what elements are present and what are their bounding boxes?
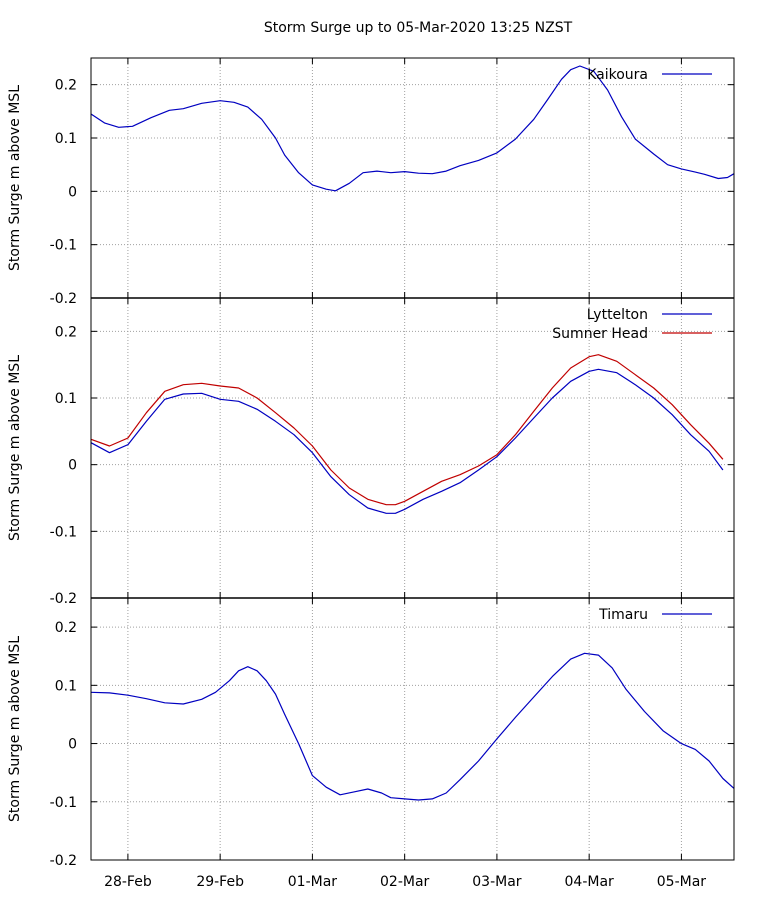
y-tick-label: -0.2 — [50, 853, 77, 869]
y-tick-label: 0.2 — [55, 78, 77, 94]
legend-label: Sumner Head — [552, 326, 648, 342]
y-axis-label: Storm Surge m above MSL — [7, 85, 23, 271]
y-tick-label: -0.1 — [50, 238, 77, 254]
y-tick-label: -0.1 — [50, 795, 77, 811]
x-tick-label: 28-Feb — [104, 874, 152, 890]
panel-frame — [90, 297, 735, 599]
y-tick-label: 0.2 — [55, 620, 77, 636]
y-tick-label: -0.1 — [50, 524, 77, 540]
panel-frame — [90, 57, 735, 299]
x-tick-label: 05-Mar — [657, 874, 707, 890]
y-tick-label: 0.1 — [55, 391, 77, 407]
series-line-lyttelton — [90, 368, 724, 514]
panel-1: 0.2 0.1 0 -0.1 -0.2 Storm Surge m above MSL Ka… — [7, 57, 735, 307]
x-tick-label: 04-Mar — [565, 874, 615, 890]
chart-panels: 0.2 0.1 0 -0.1 -0.2 Storm Surge m above MSL Ka… — [7, 57, 735, 890]
y-tick-label: 0.1 — [55, 678, 77, 694]
y-tick-label: 0 — [68, 184, 77, 200]
panel-2: 0.2 0.1 0 -0.1 -0.2 Storm Surge m above MSL Ly… — [7, 297, 735, 607]
x-tick-label: 01-Mar — [288, 874, 338, 890]
y-tick-label: 0 — [68, 458, 77, 474]
series-line-sumner-head — [90, 354, 724, 506]
panel-frame — [90, 597, 735, 861]
x-tick-label: 02-Mar — [380, 874, 430, 890]
legend-label: Timaru — [598, 607, 648, 623]
series-line-kaikoura — [90, 65, 735, 192]
y-tick-label: 0.2 — [55, 324, 77, 340]
y-axis-label: Storm Surge m above MSL — [7, 355, 23, 541]
legend-label: Kaikoura — [587, 67, 648, 83]
y-tick-label: -0.2 — [50, 291, 77, 307]
legend-label: Lyttelton — [587, 307, 648, 323]
y-tick-label: 0.1 — [55, 131, 77, 147]
x-tick-label: 03-Mar — [472, 874, 522, 890]
series-line-timaru — [90, 652, 735, 801]
x-tick-label: 29-Feb — [196, 874, 244, 890]
chart-title: Storm Surge up to 05-Mar-2020 13:25 NZST — [264, 20, 573, 36]
panel-3: 0.2 0.1 0 -0.1 -0.2 Storm Surge m above MSL Ti… — [7, 597, 735, 869]
y-axis-label: Storm Surge m above MSL — [7, 636, 23, 822]
y-tick-label: -0.2 — [50, 591, 77, 607]
y-tick-label: 0 — [68, 737, 77, 753]
